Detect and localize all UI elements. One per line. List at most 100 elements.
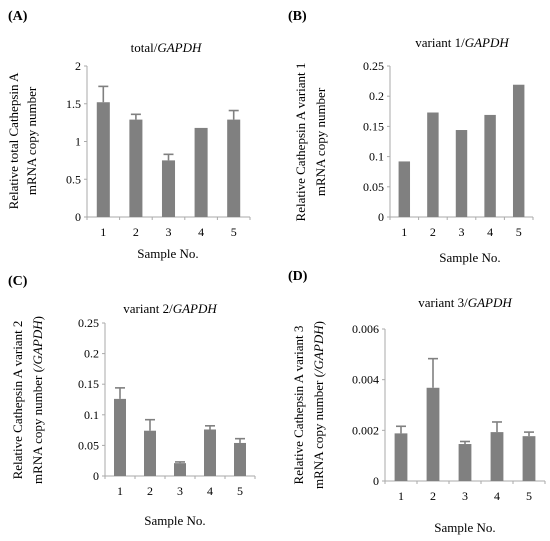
panel-label: (C) [8, 274, 28, 289]
y-tick-label: 0.05 [363, 180, 384, 194]
bar [484, 114, 496, 217]
y-tick-label: 1.5 [66, 97, 81, 111]
y-tick-label: 0 [378, 210, 384, 224]
y-tick-label: 0 [93, 469, 99, 483]
y-axis-label-line-1: Relative total Cathepsin A [6, 72, 21, 209]
panel-label: (A) [8, 9, 28, 24]
y-tick-label: 0.004 [352, 373, 379, 387]
y-axis-label-line-1: Relative Cathepsin A variant 2 [10, 321, 25, 480]
panel-a: (A) total/GAPDH Relative total Cathepsin A… [6, 9, 251, 261]
chart-title-italic: GAPDH [173, 301, 218, 316]
bar [426, 387, 440, 481]
y-tick-label: 0.1 [369, 150, 384, 164]
y-tick-label: 0.5 [66, 172, 81, 186]
y-tick-label: 0.15 [78, 377, 99, 391]
y-axis-label-line-2: mRNA copy number [24, 86, 39, 195]
panel-c: (C) variant 2/GAPDH Relative Cathepsin A v… [8, 274, 256, 528]
bar [490, 432, 504, 481]
y-axis-label-line-1: Relative Cathepsin A variant 1 [293, 63, 308, 222]
y-tick-label: 0.25 [78, 316, 99, 330]
panel-b: (B) variant 1/GAPDH Relative Cathepsin A v… [288, 9, 534, 265]
x-tick-label: 5 [526, 489, 532, 503]
y-tick-label: 0.05 [78, 438, 99, 452]
y-tick-label: 2 [75, 59, 81, 73]
x-tick-label: 1 [401, 225, 407, 239]
bar [394, 433, 408, 481]
y-tick-label: 0.006 [352, 322, 379, 336]
x-tick-label: 3 [166, 225, 172, 239]
chart-title: total/GAPDH [131, 40, 202, 55]
x-tick-label: 5 [237, 484, 243, 498]
y-tick-label: 0.2 [369, 89, 384, 103]
chart-title: variant 2/GAPDH [123, 301, 217, 316]
y-tick-label: 0.1 [84, 408, 99, 422]
x-tick-label: 2 [430, 489, 436, 503]
chart-title: variant 1/GAPDH [415, 35, 509, 50]
chart-title-plain: variant 2/ [123, 301, 173, 316]
bar [398, 161, 411, 217]
bar [129, 119, 143, 217]
y-axis-label-close: ) [311, 321, 326, 325]
x-tick-label: 3 [462, 489, 468, 503]
y-axis-label-plain: mRNA copy number ( [30, 368, 45, 484]
x-axis-label: Sample No. [137, 246, 198, 261]
x-tick-label: 1 [117, 484, 123, 498]
bar [455, 130, 468, 217]
chart-title-italic: GAPDH [465, 35, 510, 50]
bar [174, 463, 186, 476]
y-axis-label-line-2: mRNA copy number (/GAPDH) [30, 316, 45, 484]
bar [512, 84, 525, 217]
bar [227, 119, 241, 217]
y-tick-label: 1 [75, 135, 81, 149]
y-axis-label-plain: mRNA copy number ( [311, 373, 326, 489]
panel-label: (B) [288, 9, 307, 24]
x-tick-label: 3 [459, 225, 465, 239]
y-tick-label: 0.15 [363, 119, 384, 133]
y-tick-label: 0.002 [352, 423, 379, 437]
x-tick-label: 1 [100, 225, 106, 239]
x-tick-label: 4 [207, 484, 213, 498]
chart-title-plain: total/ [131, 40, 158, 55]
x-axis-label: Sample No. [144, 513, 205, 528]
y-axis-label-close: ) [30, 316, 45, 320]
x-tick-label: 5 [231, 225, 237, 239]
x-tick-label: 4 [494, 489, 500, 503]
y-axis-label-italic: /GAPDH [311, 325, 326, 374]
x-tick-label: 1 [398, 489, 404, 503]
y-axis-label-plain: mRNA copy number [24, 86, 39, 195]
x-tick-label: 4 [487, 225, 493, 239]
bar [204, 429, 216, 476]
chart-title: variant 3/GAPDH [418, 295, 512, 310]
bar [96, 102, 110, 217]
panel-label: (D) [288, 269, 308, 284]
x-tick-label: 2 [430, 225, 436, 239]
bar [234, 442, 246, 476]
bar [194, 127, 208, 217]
y-axis-label-line-2: mRNA copy number [313, 87, 328, 196]
x-axis-label: Sample No. [439, 250, 500, 265]
y-tick-label: 0 [75, 210, 81, 224]
bar [161, 160, 176, 217]
x-tick-label: 4 [198, 225, 204, 239]
x-tick-label: 3 [177, 484, 183, 498]
y-axis-label-italic: /GAPDH [30, 320, 45, 369]
bar [427, 112, 439, 217]
y-axis-label-line-1: Relative Cathepsin A variant 3 [291, 326, 306, 485]
x-axis-label: Sample No. [434, 520, 495, 535]
y-tick-label: 0.25 [363, 59, 384, 73]
y-axis-label-plain: mRNA copy number [313, 87, 328, 196]
bar [114, 398, 126, 476]
bar [522, 436, 536, 481]
chart-title-plain: variant 3/ [418, 295, 468, 310]
chart-title-italic: GAPDH [157, 40, 202, 55]
y-tick-label: 0 [373, 474, 379, 488]
y-tick-label: 0.2 [84, 347, 99, 361]
chart-title-italic: GAPDH [468, 295, 513, 310]
chart-title-plain: variant 1/ [415, 35, 465, 50]
y-axis-label-line-2: mRNA copy number (/GAPDH) [311, 321, 326, 489]
bar [144, 430, 156, 476]
bar [458, 444, 472, 481]
x-tick-label: 2 [133, 225, 139, 239]
panel-d: (D) variant 3/GAPDH Relative Cathepsin A v… [288, 269, 546, 535]
